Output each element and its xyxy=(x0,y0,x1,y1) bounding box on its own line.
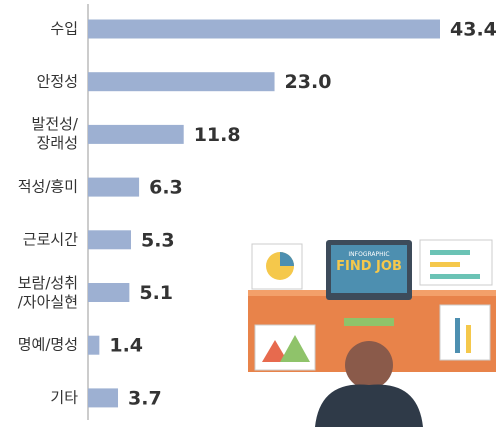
chart-card xyxy=(440,305,490,360)
bar xyxy=(88,283,129,302)
category-label: 적성/흥미 xyxy=(0,178,78,197)
bar xyxy=(88,336,99,355)
category-label: 기타 xyxy=(0,388,78,407)
category-label: 보람/성취 /자아실현 xyxy=(0,274,78,312)
bar xyxy=(88,72,275,91)
illustration: INFOGRAPHIC FIND JOB xyxy=(248,240,496,427)
bar xyxy=(88,230,131,249)
chart-svg: INFOGRAPHIC FIND JOB 43.4 23.0 11.8 6.3 5.3 5… xyxy=(0,0,499,427)
category-label: 수입 xyxy=(0,20,78,39)
bar xyxy=(88,125,184,144)
value-label: 3.7 xyxy=(128,387,162,409)
value-label: 11.8 xyxy=(194,124,241,146)
value-label: 5.3 xyxy=(141,229,175,251)
bar xyxy=(88,178,139,197)
category-label: 명예/명성 xyxy=(0,336,78,355)
head xyxy=(345,341,393,389)
bar-icon xyxy=(430,250,470,255)
chart-icon xyxy=(466,325,471,353)
value-label: 6.3 xyxy=(149,177,183,199)
chart: INFOGRAPHIC FIND JOB 43.4 23.0 11.8 6.3 5.3 5… xyxy=(0,0,499,427)
category-label: 발전성/ 장래성 xyxy=(0,115,78,153)
value-label: 1.4 xyxy=(109,335,143,357)
keyboard xyxy=(344,318,394,326)
body xyxy=(315,385,423,427)
category-label: 근로시간 xyxy=(0,230,78,249)
value-label: 23.0 xyxy=(285,71,332,93)
screen-heading: INFOGRAPHIC xyxy=(348,251,389,258)
value-label: 43.4 xyxy=(450,19,497,41)
bar-icon xyxy=(430,262,460,267)
bar xyxy=(88,388,118,407)
value-label: 5.1 xyxy=(139,282,173,304)
category-label: 안정성 xyxy=(0,72,78,91)
bar-icon xyxy=(430,274,480,279)
screen-title: FIND JOB xyxy=(336,259,402,274)
mountain-card xyxy=(255,325,315,370)
bar xyxy=(88,20,440,39)
chart-icon xyxy=(455,318,460,353)
